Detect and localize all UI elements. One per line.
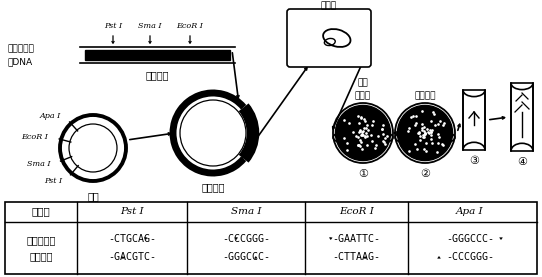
Circle shape (61, 117, 125, 179)
Ellipse shape (333, 129, 393, 146)
Text: 质粒: 质粒 (87, 191, 99, 201)
FancyBboxPatch shape (287, 9, 371, 67)
Bar (85, 50, 230, 60)
Text: 香蕉
组织块: 香蕉 组织块 (355, 78, 371, 100)
Text: -GACGTC-: -GACGTC- (108, 252, 156, 262)
Text: -GAATTC-: -GAATTC- (332, 234, 380, 244)
Text: 农杆菌: 农杆菌 (321, 1, 337, 10)
Text: Pst I: Pst I (104, 22, 122, 30)
Text: ④: ④ (517, 157, 527, 167)
Circle shape (335, 106, 391, 161)
Text: Pst I: Pst I (44, 177, 62, 185)
Text: Apa I: Apa I (456, 207, 484, 217)
Text: ③: ③ (469, 156, 479, 166)
Text: 重组质粒: 重组质粒 (201, 182, 225, 192)
Text: Sma I: Sma I (138, 22, 162, 30)
Text: -GGGCCC-: -GGGCCC- (446, 234, 494, 244)
Text: 识别序列及
酶切位点: 识别序列及 酶切位点 (27, 235, 56, 261)
Circle shape (397, 106, 453, 161)
Text: EcoR I: EcoR I (22, 133, 48, 141)
Bar (5, 202, 537, 274)
Text: 限制酶: 限制酶 (31, 207, 50, 217)
Text: 愈伤组织: 愈伤组织 (414, 91, 436, 100)
Text: Sma I: Sma I (27, 160, 50, 168)
Circle shape (170, 90, 256, 176)
Text: ②: ② (420, 169, 430, 179)
Ellipse shape (395, 129, 455, 146)
Text: 含抗病基因
的DNA: 含抗病基因 的DNA (8, 44, 35, 66)
Text: EcoR I: EcoR I (177, 22, 203, 30)
Text: -GGGCCC-: -GGGCCC- (222, 252, 270, 262)
Text: Pst I: Pst I (120, 207, 144, 217)
Bar (511, 83, 533, 151)
Bar (463, 90, 485, 150)
Text: EcoR I: EcoR I (339, 207, 374, 217)
Text: -CTTAAG-: -CTTAAG- (332, 252, 380, 262)
Text: ①: ① (358, 169, 368, 179)
Text: -CCCGGG-: -CCCGGG- (222, 234, 270, 244)
Text: Apa I: Apa I (40, 112, 61, 120)
Text: Sma I: Sma I (231, 207, 261, 217)
Text: -CTGCAG-: -CTGCAG- (108, 234, 156, 244)
Text: -CCCGGG-: -CCCGGG- (446, 252, 494, 262)
Text: 抗病基因: 抗病基因 (146, 70, 169, 80)
